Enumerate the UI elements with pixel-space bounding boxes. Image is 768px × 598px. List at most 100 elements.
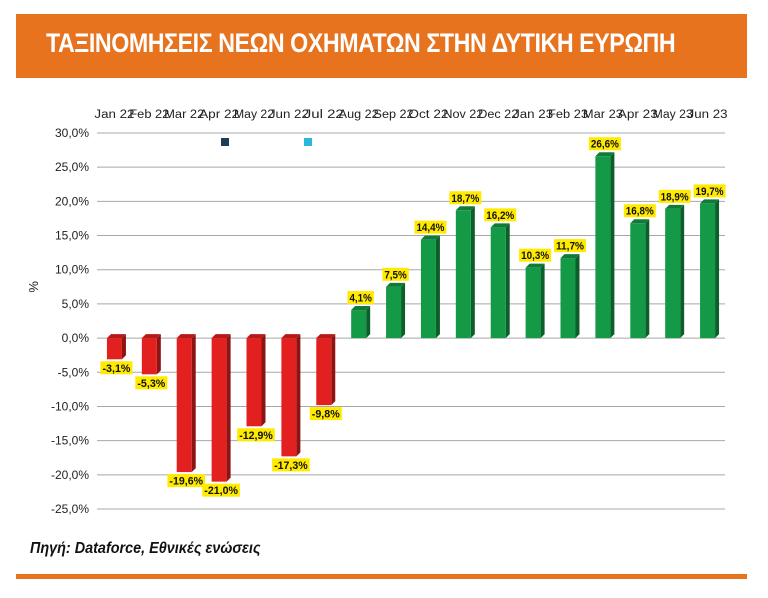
y-tick-label: 15,0% bbox=[55, 229, 89, 243]
legend-swatch bbox=[221, 138, 229, 146]
bar-side bbox=[610, 152, 615, 339]
y-tick-label: 10,0% bbox=[55, 263, 89, 277]
data-label-box bbox=[449, 191, 482, 205]
y-tick-label: 0,0% bbox=[62, 331, 90, 345]
bar-side bbox=[331, 334, 336, 406]
bar-top bbox=[560, 254, 580, 259]
bar bbox=[351, 310, 367, 339]
chart-title: ΤΑΞΙΝΟΜΗΣΕΙΣ ΝΕΩΝ ΟΧΗΜΑΤΩΝ ΣΤΗΝ ΔΥΤΙΚΗ Ε… bbox=[46, 28, 676, 58]
data-label-box bbox=[693, 184, 726, 198]
data-label-box bbox=[167, 474, 206, 488]
x-tick-label: Oct 22 bbox=[408, 109, 448, 121]
bar-top bbox=[595, 152, 615, 157]
data-label-box bbox=[554, 239, 586, 253]
data-label: -21,0% bbox=[204, 485, 238, 497]
x-tick-label: Nov 22 bbox=[443, 109, 483, 121]
bar-side bbox=[540, 263, 545, 339]
bar bbox=[525, 267, 541, 339]
data-label: -9,8% bbox=[312, 409, 340, 421]
bar bbox=[560, 258, 576, 339]
data-label: 16,8% bbox=[626, 206, 654, 218]
x-tick-label: Jun 23 bbox=[688, 109, 728, 121]
bar-side bbox=[715, 199, 720, 339]
x-tick-label: Feb 22 bbox=[129, 109, 169, 121]
x-tick-label: Feb 23 bbox=[548, 109, 588, 121]
data-label: -3,1% bbox=[102, 363, 130, 375]
bar-side bbox=[505, 223, 510, 339]
y-tick-label: 30,0% bbox=[55, 126, 89, 140]
data-label: -5,3% bbox=[137, 378, 165, 390]
data-label: 7,5% bbox=[384, 269, 407, 281]
data-label-box bbox=[135, 376, 168, 390]
bar bbox=[490, 227, 506, 339]
y-axis-title: % bbox=[26, 281, 41, 293]
data-label-box bbox=[658, 189, 691, 203]
data-label-box bbox=[484, 208, 517, 222]
bar-top bbox=[106, 334, 126, 339]
bar-side bbox=[121, 334, 126, 360]
data-label-box bbox=[623, 204, 656, 218]
x-tick-label: Jan 22 bbox=[94, 109, 134, 121]
y-tick-label: 5,0% bbox=[62, 297, 90, 311]
y-tick-label: 25,0% bbox=[55, 160, 89, 174]
data-label: 16,2% bbox=[486, 210, 514, 222]
bar bbox=[316, 338, 332, 406]
legend-swatch bbox=[304, 138, 312, 146]
x-tick-label: Mar 22 bbox=[164, 109, 204, 121]
bar bbox=[246, 338, 262, 427]
data-label: 14,4% bbox=[416, 222, 444, 234]
data-label-box bbox=[588, 137, 621, 151]
data-label: 10,3% bbox=[521, 250, 549, 262]
x-tick-label: May 23 bbox=[653, 109, 693, 121]
bar-side bbox=[191, 334, 196, 473]
bar-top bbox=[176, 334, 196, 339]
x-tick-label: Jan 23 bbox=[513, 109, 553, 121]
bar-chart: 30,0% 25,0% 20,0% 15,0% 10,0% 5,0% 0,0% -5,0% -1… bbox=[26, 109, 728, 516]
data-label-box bbox=[309, 407, 342, 421]
x-tick-label: Jul 22 bbox=[304, 109, 344, 121]
x-tick-label: Aug 22 bbox=[339, 109, 379, 121]
bar-side bbox=[470, 206, 475, 339]
bar-top bbox=[420, 235, 440, 240]
x-tick-label: Sep 22 bbox=[374, 109, 414, 121]
y-tick-label: -10,0% bbox=[51, 399, 89, 413]
y-tick-label: -5,0% bbox=[58, 365, 90, 379]
bar-side bbox=[226, 334, 231, 482]
bar-top bbox=[665, 204, 685, 209]
bar-side bbox=[296, 334, 301, 457]
bar bbox=[386, 286, 402, 339]
data-label: 4,1% bbox=[349, 293, 372, 305]
title-banner: ΤΑΞΙΝΟΜΗΣΕΙΣ ΝΕΩΝ ΟΧΗΜΑΤΩΝ ΣΤΗΝ ΔΥΤΙΚΗ Ε… bbox=[16, 14, 747, 78]
bar-top bbox=[490, 223, 510, 228]
y-tick-label: -15,0% bbox=[51, 434, 89, 448]
bar-top bbox=[525, 263, 545, 268]
bar-top bbox=[246, 334, 266, 339]
y-tick-label: 20,0% bbox=[55, 194, 89, 208]
bar bbox=[141, 338, 157, 375]
data-label: 18,9% bbox=[661, 191, 689, 203]
x-tick-label: Jun 22 bbox=[269, 109, 309, 121]
bar-top bbox=[700, 199, 720, 204]
bar bbox=[420, 239, 436, 339]
bar bbox=[281, 338, 297, 457]
x-tick-label: May 22 bbox=[234, 109, 274, 121]
bar-top bbox=[386, 282, 406, 287]
bar-top bbox=[141, 334, 161, 339]
data-label-box bbox=[519, 248, 552, 262]
footer-rule bbox=[16, 574, 747, 579]
bar bbox=[630, 223, 646, 339]
data-label: -17,3% bbox=[274, 460, 308, 472]
bar-side bbox=[401, 282, 406, 339]
data-label-box bbox=[100, 361, 133, 375]
bar bbox=[176, 338, 192, 473]
data-label-box bbox=[347, 291, 374, 305]
data-label-box bbox=[237, 428, 275, 442]
bar bbox=[595, 156, 611, 339]
data-label: 18,7% bbox=[451, 193, 479, 205]
bar bbox=[665, 208, 681, 339]
x-tick-label: Apr 23 bbox=[618, 109, 658, 121]
bar bbox=[455, 210, 471, 339]
bar-top bbox=[630, 219, 650, 224]
bar-top bbox=[351, 306, 371, 311]
bar bbox=[211, 338, 227, 482]
